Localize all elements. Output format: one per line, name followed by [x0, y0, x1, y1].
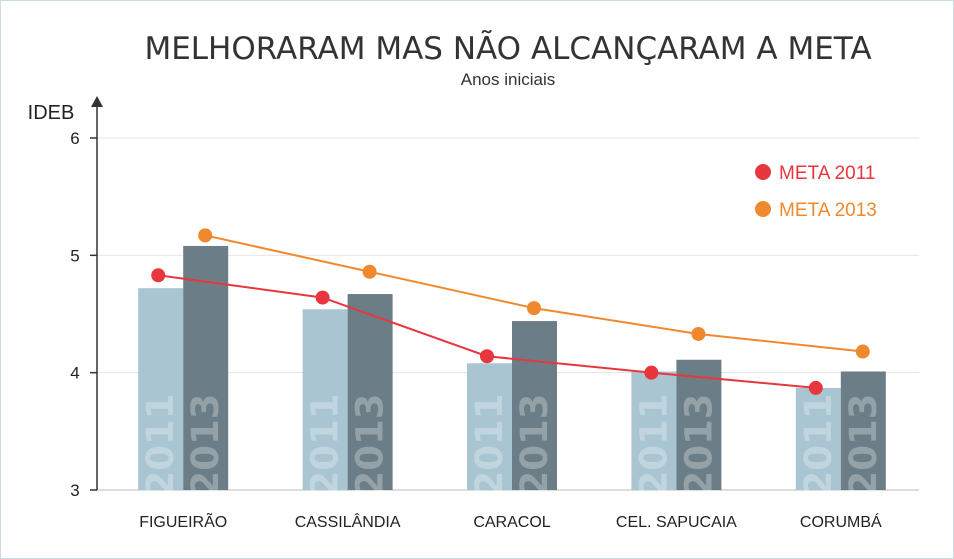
bar-year-label: 2013 — [513, 394, 556, 497]
bars: 2011 2013 2011 2013 2011 2013 2011 2013 2011 2013 — [138, 245, 886, 497]
bar-2011-2 — [467, 363, 512, 490]
bar-year-label: 2011 — [468, 394, 511, 497]
point-meta-2013-2 — [527, 301, 541, 316]
bar-2011-4 — [795, 387, 841, 490]
bar-year-label: 2011 — [797, 394, 840, 497]
y-tick-label: 5 — [70, 246, 79, 265]
y-tick-label: 4 — [70, 364, 79, 383]
target-lines — [151, 228, 870, 395]
point-meta-2011-0 — [151, 268, 166, 283]
x-tick-label: FIGUEIRÃO — [139, 511, 227, 531]
point-meta-2011-2 — [480, 349, 494, 364]
bar-year-label: 2013 — [842, 394, 885, 497]
bar-2013-2 — [512, 321, 557, 490]
bar-2011-3 — [631, 371, 677, 490]
legend: META 2011 META 2013 — [755, 163, 877, 221]
y-axis-label: IDEB — [28, 102, 75, 124]
bar-2013-3 — [676, 359, 722, 490]
bar-2011-1 — [302, 309, 348, 490]
point-meta-2013-3 — [691, 326, 706, 341]
x-tick-labels: FIGUEIRÃO CASSILÂNDIA CARACOL CEL. SAPUCAIA… — [139, 511, 882, 531]
legend-label-meta-2013: META 2013 — [779, 200, 877, 221]
bar-2013-4 — [840, 371, 886, 490]
bar-year-label: 2013 — [349, 394, 392, 497]
y-axis-arrow-icon — [91, 96, 103, 107]
x-tick-label: CORUMBÁ — [800, 512, 882, 531]
x-tick-label: CASSILÂNDIA — [295, 512, 401, 531]
point-meta-2011-1 — [315, 290, 330, 305]
point-meta-2011-3 — [644, 365, 659, 380]
y-tick-label: 6 — [70, 129, 79, 148]
point-meta-2013-4 — [855, 344, 870, 359]
bar-year-label: 2013 — [184, 394, 227, 497]
y-tick-label: 3 — [70, 481, 79, 500]
legend-marker-meta-2011 — [755, 164, 771, 180]
chart-title: MELHORARAM MAS NÃO ALCANÇARAM A META — [144, 31, 871, 67]
point-meta-2013-0 — [198, 228, 213, 243]
point-meta-2013-1 — [362, 264, 377, 279]
bar-year-label: 2011 — [632, 394, 675, 497]
legend-label-meta-2011: META 2011 — [779, 163, 875, 184]
x-tick-label: CEL. SAPUCAIA — [616, 514, 737, 531]
bar-2011-0 — [138, 288, 184, 490]
x-tick-label: CARACOL — [473, 514, 550, 531]
bar-year-label: 2013 — [677, 394, 720, 497]
legend-marker-meta-2013 — [755, 201, 771, 217]
y-tick-labels: 3 4 5 6 — [70, 129, 79, 500]
chart-subtitle: Anos iniciais — [461, 70, 556, 89]
point-meta-2011-4 — [808, 380, 823, 395]
bar-year-label: 2011 — [139, 394, 182, 497]
bar-2013-0 — [183, 245, 229, 490]
bar-year-label: 2011 — [304, 394, 347, 497]
bar-2013-1 — [347, 294, 393, 490]
